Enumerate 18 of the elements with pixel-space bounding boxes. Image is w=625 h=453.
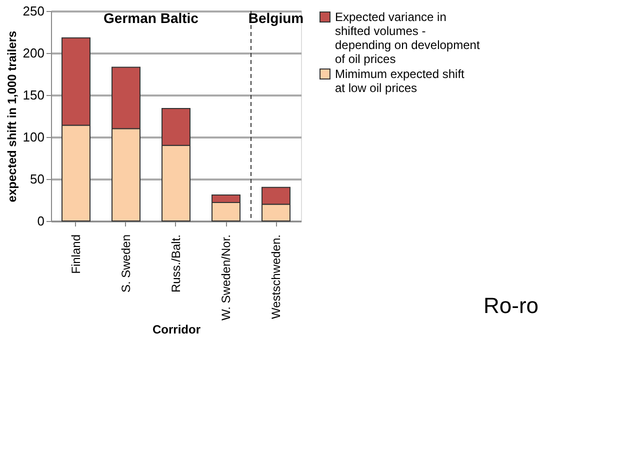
y-tick-label: 150 bbox=[22, 88, 44, 102]
x-axis-title: Corridor bbox=[152, 322, 201, 337]
x-tick-label: W. Sweden/Nor. bbox=[219, 234, 233, 321]
y-tick-label: 50 bbox=[30, 172, 44, 186]
y-tick-label: 200 bbox=[22, 46, 44, 60]
y-tick-label: 0 bbox=[37, 214, 44, 228]
x-tick-label: S. Sweden bbox=[119, 234, 133, 293]
y-tick-label: 100 bbox=[22, 130, 44, 144]
x-tick-label: Westschweden. bbox=[269, 234, 283, 319]
text: Ro-ro bbox=[483, 293, 539, 318]
legend-label: Mimimum expected shift at low oil prices bbox=[335, 67, 466, 95]
legend-label: Expected variance in shifted volumes - depending on development of oil prices bbox=[335, 10, 480, 66]
y-axis-title: expected shift in 1,000 trailers bbox=[4, 30, 19, 202]
x-tick-label: Russ./Balt. bbox=[169, 234, 183, 293]
x-tick-label: Finland bbox=[69, 234, 83, 274]
annotation: Belgium bbox=[248, 10, 304, 26]
y-tick-label: 250 bbox=[22, 4, 44, 18]
annotation: German Baltic bbox=[104, 10, 199, 26]
